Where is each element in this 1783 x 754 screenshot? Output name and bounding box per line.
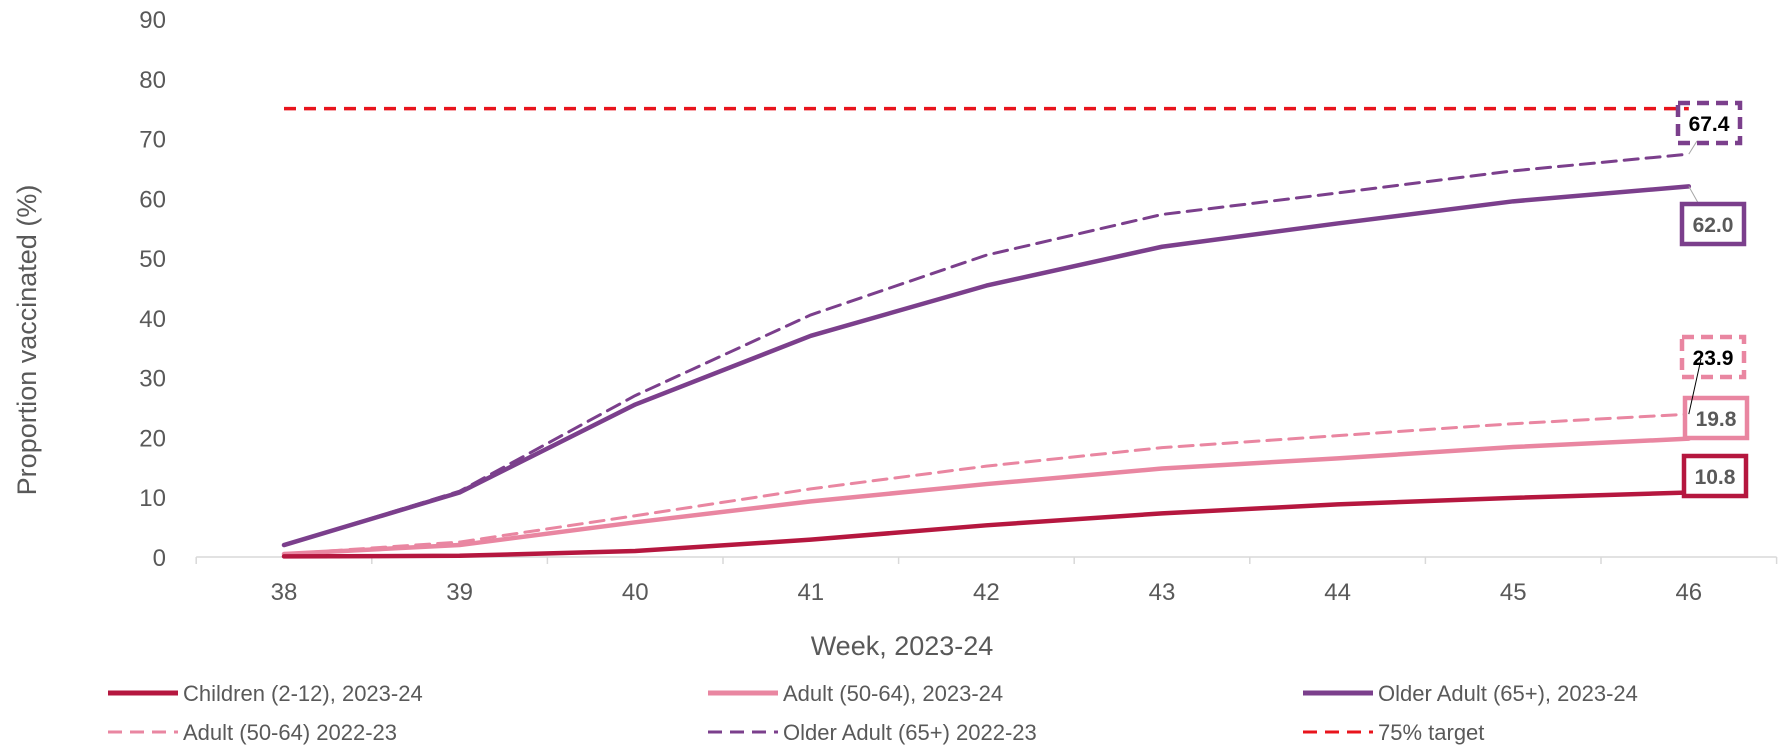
legend-label: Children (2-12), 2023-24 [183, 681, 423, 706]
series-line [282, 152, 1691, 547]
y-tick-label: 90 [139, 7, 166, 34]
x-tick-label: 43 [1149, 579, 1176, 606]
y-tick-label: 80 [139, 67, 166, 94]
data-label-box [1675, 100, 1743, 146]
legend-label: 75% target [1378, 720, 1484, 745]
series-line [281, 184, 1692, 548]
x-tick-label: 40 [622, 579, 649, 606]
x-tick-label: 38 [271, 579, 298, 606]
data-label: 19.8 [1696, 408, 1737, 431]
data-label-box [1679, 201, 1747, 247]
data-label-box [1682, 395, 1750, 441]
x-axis: 38 39 40 41 42 43 44 45 46 [195, 556, 1778, 606]
legend-label: Adult (50-64), 2023-24 [783, 681, 1003, 706]
data-label-box [1679, 334, 1747, 380]
y-tick-label: 20 [139, 425, 166, 452]
y-tick-label: 60 [139, 186, 166, 213]
legend-label: Older Adult (65+), 2023-24 [1378, 681, 1638, 706]
y-tick-label: 50 [139, 246, 166, 273]
data-label: 62.0 [1693, 214, 1734, 237]
y-axis-title: Proportion vaccinated (%) [12, 185, 42, 496]
data-label: 67.4 [1689, 113, 1730, 136]
series-lines [281, 106, 1692, 559]
x-tick-label: 46 [1675, 579, 1702, 606]
data-label-connector [1688, 140, 1698, 155]
data-labels: 10.8 19.8 62.0 23.9 67.4 [1675, 100, 1750, 499]
x-tick-label: 45 [1500, 579, 1527, 606]
series-line [281, 490, 1692, 559]
data-label-connector [1688, 358, 1702, 415]
y-tick-label: 70 [139, 127, 166, 154]
x-tick-label: 42 [973, 579, 1000, 606]
series-line [281, 436, 1692, 557]
y-axis-ticks: 0 10 20 30 40 50 60 70 80 90 [139, 7, 166, 572]
series-line [282, 412, 1691, 556]
legend: Children (2-12), 2023-24 Adult (50-64), 2… [108, 681, 1638, 745]
y-tick-label: 10 [139, 485, 166, 512]
x-tick-label: 44 [1324, 579, 1351, 606]
legend-label: Adult (50-64) 2022-23 [183, 720, 397, 745]
x-axis-title: Week, 2023-24 [811, 631, 994, 661]
y-tick-label: 0 [153, 545, 166, 572]
y-tick-label: 40 [139, 306, 166, 333]
y-tick-label: 30 [139, 366, 166, 393]
x-tick-label: 41 [797, 579, 824, 606]
legend-label: Older Adult (65+) 2022-23 [783, 720, 1037, 745]
x-tick-label: 39 [446, 579, 473, 606]
data-label-box [1681, 453, 1749, 499]
data-label: 10.8 [1695, 466, 1736, 489]
data-label: 23.9 [1693, 347, 1734, 370]
